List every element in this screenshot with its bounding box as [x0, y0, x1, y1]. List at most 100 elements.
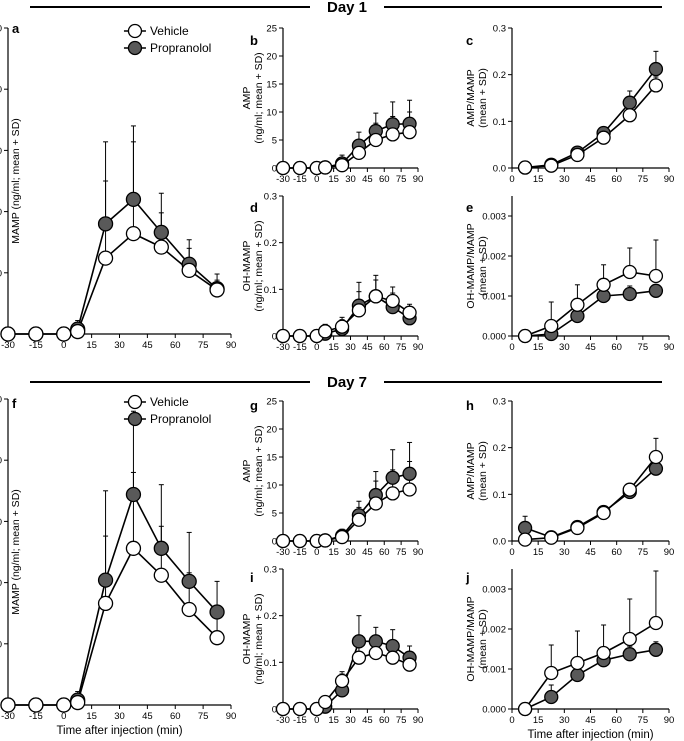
- y-tick-label: 0.2: [493, 443, 506, 454]
- y-tick-label: 25: [266, 397, 277, 408]
- point-vehicle: [385, 486, 400, 501]
- x-tick-label: 0: [509, 342, 514, 353]
- y-tick-label: 10: [266, 481, 277, 492]
- point-vehicle: [622, 482, 637, 497]
- point-vehicle: [368, 289, 383, 304]
- x-tick-label: 45: [585, 174, 596, 185]
- x-tick-label: 15: [533, 715, 544, 726]
- x-tick-label: 45: [585, 342, 596, 353]
- point-propranolol: [351, 634, 367, 649]
- x-tick-label: 60: [379, 342, 390, 353]
- point-vehicle: [368, 645, 383, 661]
- point-vehicle: [125, 540, 142, 556]
- legend: Vehicle Propranolol: [123, 394, 211, 427]
- panel-letter: j: [465, 570, 470, 585]
- y-tick-label: 0.002: [482, 252, 506, 263]
- point-vehicle: [402, 125, 417, 140]
- y-tick-label: 0.001: [482, 665, 506, 676]
- x-tick-label: 45: [142, 711, 153, 722]
- point-vehicle: [570, 520, 585, 536]
- x-tick-label: 30: [559, 342, 570, 353]
- x-tick-label: 90: [226, 711, 237, 722]
- point-vehicle: [596, 130, 611, 145]
- point-vehicle: [275, 533, 291, 549]
- point-propranolol: [544, 689, 559, 705]
- point-vehicle: [292, 533, 308, 549]
- point-vehicle: [622, 264, 637, 280]
- point-vehicle: [385, 127, 400, 142]
- y-tick-label: 0.1: [264, 658, 277, 669]
- y-tick-label: 0.000: [482, 705, 506, 716]
- x-tick-label: 15: [328, 174, 339, 185]
- x-tick-label: -15: [29, 340, 43, 351]
- series-line-propranolol: [8, 492, 218, 706]
- x-tick-label: 90: [226, 340, 237, 351]
- x-tick-label: 0: [509, 174, 514, 185]
- x-tick-label: 0: [314, 342, 319, 353]
- point-vehicle: [351, 145, 367, 161]
- point-vehicle: [97, 595, 114, 612]
- series-line-vehicle: [8, 232, 218, 335]
- y-axis-label: AMP: [241, 460, 253, 483]
- y-tick-label: 0.0: [493, 164, 506, 175]
- panel-letter: e: [466, 200, 473, 215]
- y-tick-label: 0.003: [482, 212, 506, 223]
- y-axis-label: OH-MAMP/MAMP: [465, 223, 477, 308]
- point-vehicle: [402, 305, 417, 320]
- point-vehicle: [648, 268, 664, 284]
- point-vehicle: [351, 650, 367, 665]
- x-tick-label: 15: [328, 715, 339, 726]
- point-vehicle: [402, 657, 417, 672]
- point-vehicle: [570, 147, 585, 163]
- y-tick-label: 15: [266, 80, 277, 91]
- point-vehicle: [368, 132, 383, 148]
- x-tick-label: 90: [664, 174, 675, 185]
- x-tick-label: 90: [664, 715, 675, 726]
- point-vehicle: [570, 655, 585, 671]
- point-vehicle: [622, 108, 637, 123]
- y-axis-label: MAMP (ng/ml; mean + SD): [10, 489, 22, 615]
- point-vehicle: [334, 158, 350, 173]
- y-tick-label: 0.001: [482, 292, 506, 303]
- legend-marker-propranolol: [127, 411, 143, 427]
- point-vehicle: [275, 701, 291, 717]
- x-tick-label: 0: [61, 340, 66, 351]
- point-vehicle: [181, 601, 197, 618]
- point-propranolol: [125, 191, 142, 208]
- section-title-day7: Day 7: [327, 374, 367, 391]
- x-tick-label: 30: [345, 174, 356, 185]
- x-tick-label: 60: [611, 547, 622, 558]
- point-vehicle: [648, 78, 664, 93]
- x-tick-label: 75: [198, 340, 209, 351]
- x-tick-label: 90: [413, 174, 424, 185]
- point-vehicle: [28, 697, 44, 713]
- x-tick-label: 60: [379, 715, 390, 726]
- y-tick-label: 100: [0, 207, 2, 218]
- x-tick-label: 90: [413, 342, 424, 353]
- y-axis-label: MAMP (ng/ml; mean + SD): [10, 118, 22, 244]
- x-tick-label: 75: [198, 711, 209, 722]
- y-tick-label: 0.2: [264, 611, 277, 622]
- y-tick-label: 200: [0, 85, 2, 96]
- legend-label-propranolol: Propranolol: [150, 412, 211, 426]
- x-tick-label: 75: [396, 342, 407, 353]
- point-vehicle: [648, 449, 664, 465]
- panel-letter: c: [466, 33, 473, 48]
- y-tick-label: 0.1: [264, 285, 277, 296]
- y-tick-label: 0.002: [482, 625, 506, 636]
- legend-marker-vehicle: [127, 23, 143, 39]
- x-tick-label: 0: [314, 174, 319, 185]
- panel-letter: a: [12, 21, 20, 36]
- point-vehicle: [318, 324, 333, 339]
- point-propranolol: [153, 540, 169, 556]
- point-propranolol: [209, 604, 225, 620]
- point-vehicle: [292, 328, 308, 344]
- y-tick-label: 20: [266, 425, 277, 436]
- point-vehicle: [544, 665, 559, 681]
- legend-marker-propranolol: [127, 40, 143, 56]
- point-propranolol: [153, 224, 169, 241]
- y-tick-label: 5: [272, 509, 277, 520]
- y-axis-label: (ng/ml; mean + SD): [253, 52, 265, 143]
- y-axis-label: OH-MAMP/MAMP: [465, 596, 477, 681]
- x-tick-label: 30: [559, 715, 570, 726]
